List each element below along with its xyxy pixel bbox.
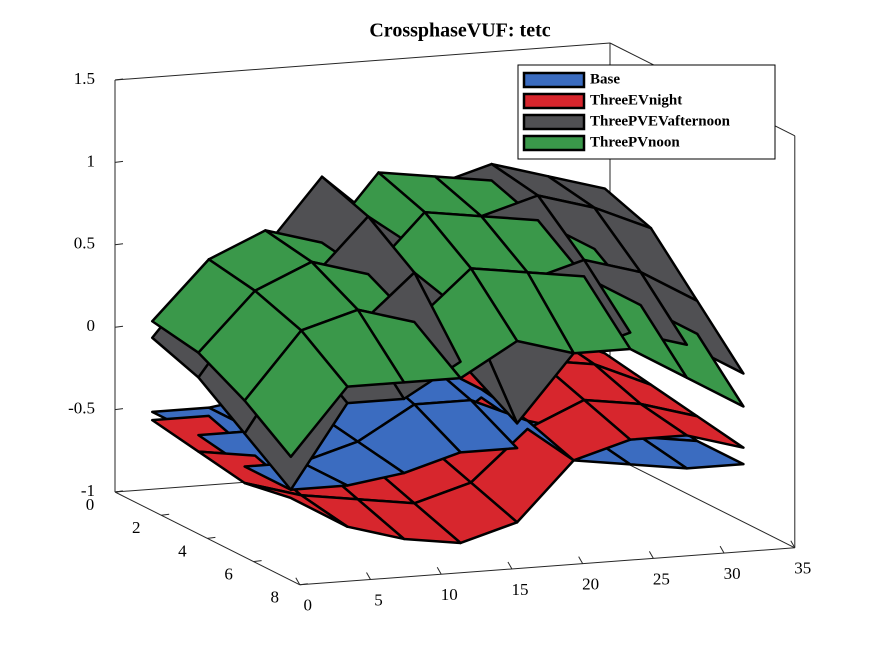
chart-title: CrossphaseVUF: tetc (369, 20, 550, 42)
x-tick-label: 35 (794, 559, 811, 578)
legend-label: ThreeEVnight (590, 92, 682, 108)
legend-label: Base (590, 71, 620, 87)
x-tick-label: 5 (374, 590, 383, 609)
x-tick (578, 556, 584, 564)
y-tick (299, 583, 308, 586)
x-tick-label: 0 (304, 596, 313, 615)
x-tick (295, 577, 301, 586)
x-tick (507, 561, 513, 570)
axis-edge (114, 42, 611, 81)
y-tick-label: 8 (271, 588, 280, 607)
legend-swatch (522, 71, 586, 89)
z-tick-label: 0 (87, 316, 96, 335)
x-tick (436, 566, 442, 575)
x-tick (790, 540, 796, 549)
y-tick-label: 4 (178, 541, 187, 560)
x-tick (648, 551, 654, 559)
z-tick-label: 0.5 (74, 234, 95, 253)
y-tick (161, 513, 170, 516)
surface-patch (243, 329, 349, 459)
surfaces (150, 162, 745, 545)
y-tick-label: 2 (132, 518, 141, 537)
legend: Base ThreeEVnight ThreePVEVafternoon ThreeP… (517, 64, 776, 160)
surface-patch (243, 481, 349, 528)
z-tick-label: 1 (87, 151, 96, 170)
axis-edge (609, 454, 796, 549)
y-tick-label: 6 (224, 565, 233, 584)
y-tick (114, 490, 124, 493)
axis-edge (299, 547, 795, 586)
x-tick-label: 25 (653, 569, 670, 588)
z-tick-label: -1 (81, 481, 95, 500)
y-tick-label: 0 (86, 495, 95, 514)
legend-swatch (522, 113, 586, 131)
legend-swatch (522, 92, 586, 110)
legend-label: ThreePVnoon (590, 134, 680, 150)
x-tick-label: 30 (724, 564, 741, 583)
z-tick (114, 243, 124, 246)
z-tick (114, 78, 124, 81)
x-tick-label: 10 (441, 585, 458, 604)
z-tick-label: 1.5 (74, 69, 95, 88)
x-tick (366, 572, 371, 580)
y-tick (253, 560, 262, 563)
z-tick-label: -0.5 (68, 399, 95, 418)
legend-label: ThreePVEVafternoon (590, 113, 731, 129)
x-tick-label: 15 (511, 580, 528, 599)
x-tick-label: 20 (582, 575, 599, 594)
z-tick (114, 408, 124, 411)
x-tick (719, 545, 725, 554)
y-tick (207, 536, 216, 539)
legend-swatch (522, 134, 586, 152)
ticks: -1 -0.5 0 0.5 1 1.5 0 5 10 15 20 25 30 35 0 2 4 6 8 (68, 69, 811, 615)
z-tick (114, 325, 124, 328)
z-tick (114, 160, 124, 163)
